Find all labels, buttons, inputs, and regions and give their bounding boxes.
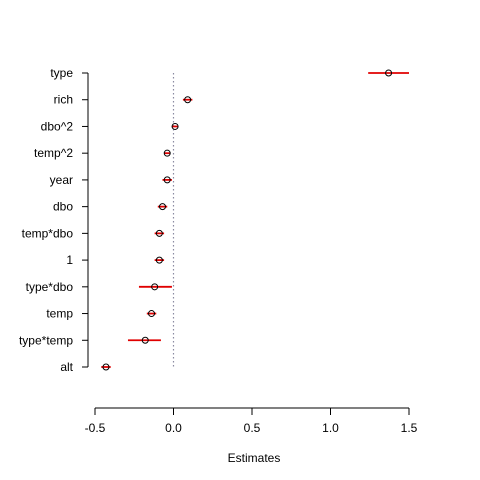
- x-tick-label: 0.5: [244, 421, 261, 435]
- estimate-point-0: [385, 69, 393, 77]
- x-tick-label: 1.0: [322, 421, 339, 435]
- y-tick-label: type: [50, 66, 73, 80]
- x-tick-label: 0.0: [165, 421, 182, 435]
- y-tick-label: temp: [46, 307, 73, 321]
- y-tick-label: year: [50, 173, 73, 187]
- estimate-points: [102, 69, 393, 371]
- estimate-point-1: [184, 96, 192, 104]
- y-tick-label: type*temp: [19, 333, 73, 347]
- confidence-intervals: [101, 72, 409, 368]
- y-tick-label: temp*dbo: [22, 226, 74, 240]
- y-tick-label: temp^2: [34, 146, 73, 160]
- estimate-point-6: [155, 229, 163, 237]
- x-tick-label: -0.5: [85, 421, 106, 435]
- estimate-point-8: [151, 283, 159, 291]
- estimate-point-10: [141, 336, 149, 344]
- y-tick-label: alt: [60, 360, 73, 374]
- estimate-point-5: [159, 203, 167, 211]
- y-tick-label: rich: [54, 93, 73, 107]
- y-tick-label: dbo: [53, 200, 73, 214]
- estimate-point-2: [171, 122, 179, 130]
- y-tick-label: 1: [66, 253, 73, 267]
- y-tick-label: type*dbo: [26, 280, 74, 294]
- estimate-point-3: [163, 149, 171, 157]
- estimate-point-4: [163, 176, 171, 184]
- estimate-point-7: [155, 256, 163, 264]
- x-tick-label: 1.5: [401, 421, 418, 435]
- y-axis: type rich dbo^2 temp^2 year dbo temp*dbo 1 type*…: [19, 66, 89, 374]
- y-tick-label: dbo^2: [41, 119, 74, 133]
- estimate-point-11: [102, 363, 110, 371]
- estimate-point-9: [148, 310, 156, 318]
- x-axis: -0.5 0.0 0.5 1.0 1.5: [85, 407, 418, 435]
- x-axis-title: Estimates: [228, 451, 281, 465]
